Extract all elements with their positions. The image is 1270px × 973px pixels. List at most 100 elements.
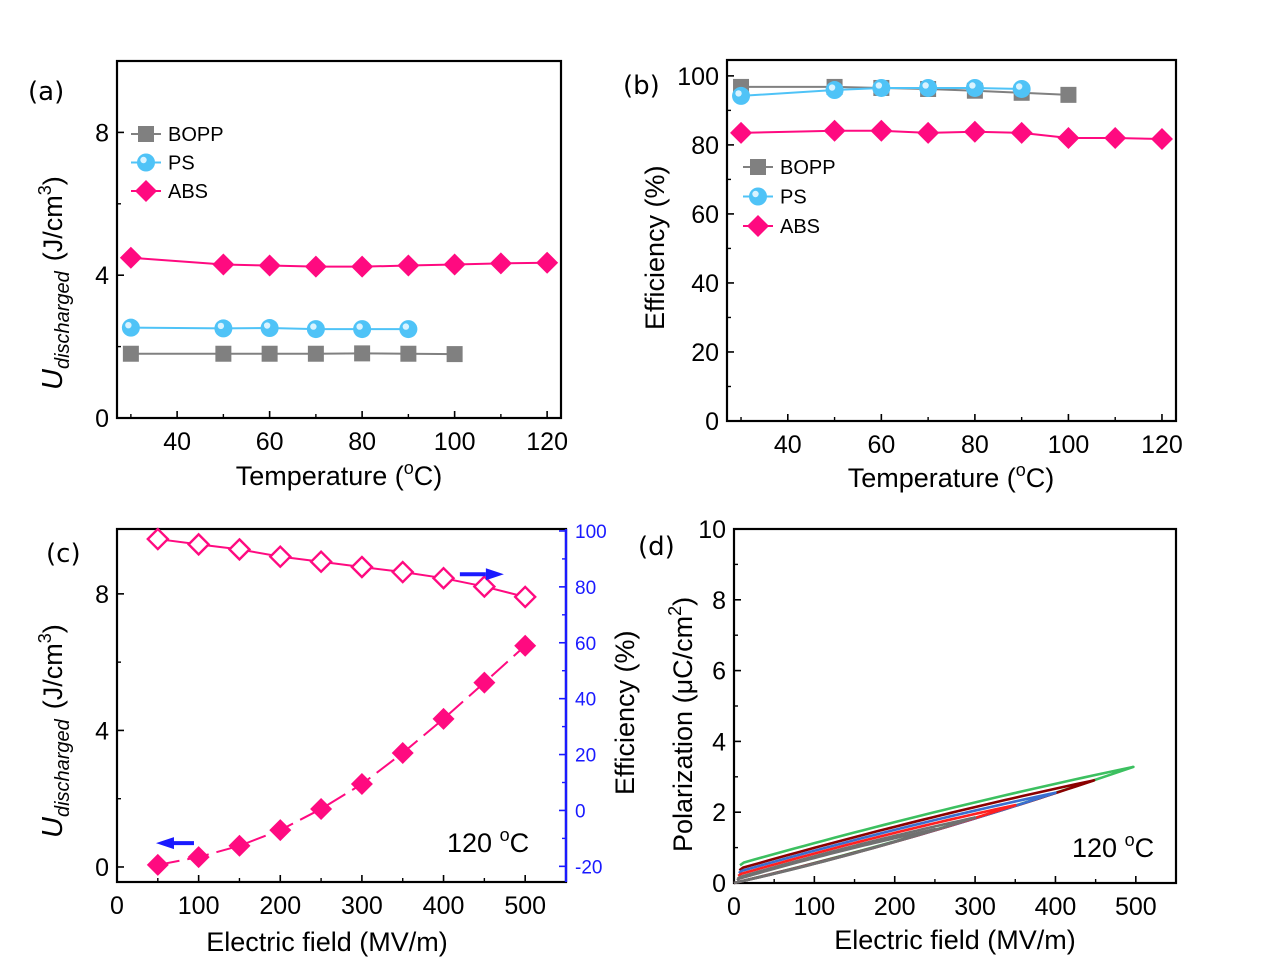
panel-b-legend-marker-ps-highlight: [752, 190, 759, 198]
panel-d-y-tick-label: 4: [712, 728, 726, 756]
panel-a-data-point-ps-highlight: [356, 323, 363, 330]
panel-d-x-tick-label: 400: [1035, 893, 1077, 921]
panel-d-plot-area: 0 100 200 300 400 500 0 2 4 6 8 10: [698, 516, 1178, 921]
panel-a-y-tick-label: 8: [95, 119, 109, 147]
panel-a-frame: [115, 59, 563, 420]
panel-a-data-point-bopp: [307, 345, 324, 362]
panel-a-data-point-bopp: [215, 345, 232, 362]
panel-a-data-point-abs: [397, 254, 420, 277]
panel-c-y-tick-label: 8: [95, 581, 109, 609]
panel-a-data-point-bopp: [354, 345, 371, 362]
panel-b-legend-label: BOPP: [780, 157, 836, 179]
panel-a-data-point-ps: [214, 319, 233, 338]
panel-a-x-axis-title: Temperature (oC): [236, 458, 443, 491]
panel-c-y-tick-label: 4: [95, 717, 109, 745]
panel-a-data-point-ps-highlight: [402, 323, 410, 330]
panel-b-data-point-ps-highlight: [735, 90, 742, 97]
panel-c-data-point-efficiency: [309, 550, 333, 574]
panel-c-series-line-efficiency: [157, 538, 526, 598]
panel-c-data-point-efficiency: [472, 574, 497, 599]
panel-c-data-point-u_discharged: [350, 773, 373, 796]
panel-b-data-point-abs: [870, 119, 893, 142]
panel-b-series-line-abs: [741, 129, 1162, 141]
panel-b-y-axis-title: Efficiency (%): [640, 165, 670, 330]
panel-a-legend-marker-ps: [137, 153, 155, 172]
panel-b-data-point-bopp: [1060, 86, 1077, 103]
panel-d-pe-loop-loop-250: [733, 827, 937, 885]
panel-d-y-tick-label: 10: [698, 516, 726, 544]
panel-b-legend-marker-ps: [749, 187, 767, 206]
panel-a-data-point-ps-highlight: [125, 321, 132, 329]
panel-b-data-point-ps-highlight: [969, 82, 976, 89]
panel-c-right-arrow-icon: [485, 568, 504, 581]
panel-a-data-point-bopp: [400, 345, 417, 362]
panel-c-data-point-u_discharged: [228, 834, 251, 857]
panel-c-data-point-u_discharged: [473, 671, 496, 694]
panel-c-data-point-efficiency: [146, 527, 170, 551]
panel-a-data-point-ps: [353, 320, 372, 339]
panel-b-data-point-abs: [1057, 126, 1080, 149]
panel-a-data-point-bopp: [122, 345, 139, 362]
panel-a-data-point-abs: [304, 255, 327, 278]
panel-b-data-point-ps-highlight: [922, 82, 929, 89]
panel-a: (a) 40 60 80 100 120 0 4 8 BOPP PS ABS Temperature…: [28, 59, 568, 491]
panel-b-legend-marker-bopp: [750, 159, 766, 175]
panel-d-frame: [732, 527, 1178, 885]
panel-a-y-tick-label: 0: [95, 405, 109, 433]
panel-d-y-tick-label: 2: [712, 799, 726, 827]
panel-label-b: (b): [623, 71, 660, 101]
panel-a-data-point-abs: [258, 254, 281, 277]
panel-c-y-axis-title: Udischarged(J/cm3): [35, 624, 74, 838]
panel-label-c: (c): [46, 539, 81, 569]
panel-d-x-tick-label: 0: [727, 893, 741, 921]
panel-b-y-tick-label: 20: [691, 339, 719, 367]
panel-b-data-point-ps: [1012, 79, 1031, 98]
panel-a-data-point-ps-highlight: [217, 322, 225, 330]
panel-a-data-point-abs: [536, 251, 559, 274]
panel-a-legend-label: BOPP: [168, 124, 224, 146]
panel-b-data-point-ps-highlight: [875, 82, 883, 89]
panel-a-legend-marker-abs: [135, 180, 157, 202]
panel-a-y-tick-label: 4: [95, 262, 109, 290]
panel-a-data-point-bopp: [261, 345, 278, 362]
panel-a-data-point-ps-highlight: [310, 323, 317, 330]
panel-d-y-tick-label: 8: [712, 587, 726, 615]
panel-a-data-point-abs: [351, 255, 374, 278]
panel-b-legend-marker-abs: [747, 215, 769, 237]
panel-b-data-point-abs: [823, 119, 846, 142]
panel-a-data-point-bopp: [446, 346, 463, 363]
panel-c-data-point-efficiency: [227, 537, 252, 562]
panel-c-data-point-efficiency: [186, 532, 211, 557]
panel-c-data-point-u_discharged: [432, 707, 455, 730]
panel-c-series-line-u_discharged: [157, 645, 526, 866]
panel-b-y-tick-label: 0: [705, 408, 719, 436]
panel-c-plot-area: 0 100 200 300 400 500 0 4 8 -20 0 20 40 60 80 100: [95, 522, 607, 920]
panel-d-x-tick-label: 500: [1115, 893, 1157, 921]
panel-b-data-point-abs: [730, 121, 753, 144]
panel-a-y-axis-title: Udischarged(J/cm3): [35, 176, 74, 390]
panel-c-data-point-efficiency: [268, 544, 292, 569]
panel-c-right-y-tick-label: 40: [575, 690, 596, 711]
panel-b: (b) 40 60 80 100 120 0 20 40 60 80 100 BOPP PS ABS Te…: [623, 58, 1183, 493]
panel-b-plot-area: 40 60 80 100 120 0 20 40 60 80 100 BOPP PS ABS: [677, 58, 1183, 459]
panel-d-x-tick-label: 200: [874, 893, 916, 921]
panel-c-right-y-tick-label: 100: [575, 522, 607, 543]
panel-b-x-tick-label: 100: [1048, 431, 1090, 459]
panel-c-right-y-axis-title: Efficiency (%): [610, 630, 640, 795]
panel-a-legend-label: PS: [168, 153, 195, 175]
panel-b-y-tick-label: 60: [691, 201, 719, 229]
panel-c-data-point-u_discharged: [514, 634, 537, 657]
panel-c-data-point-u_discharged: [146, 853, 169, 876]
panel-c-data-point-u_discharged: [310, 797, 333, 820]
panel-c-x-tick-label: 500: [504, 892, 546, 920]
panel-c-x-tick-label: 100: [178, 892, 220, 920]
panel-c-x-tick-label: 400: [423, 892, 465, 920]
panel-c-x-tick-label: 0: [110, 892, 124, 920]
panel-label-a: (a): [28, 77, 64, 107]
panel-b-data-point-ps-highlight: [1015, 83, 1023, 90]
panel-b-data-point-ps: [872, 78, 891, 97]
panel-d-y-tick-label: 6: [712, 658, 726, 686]
panel-a-data-point-abs: [489, 252, 512, 275]
panel-a-data-point-ps: [121, 318, 140, 337]
panel-a-data-point-ps: [260, 319, 279, 338]
